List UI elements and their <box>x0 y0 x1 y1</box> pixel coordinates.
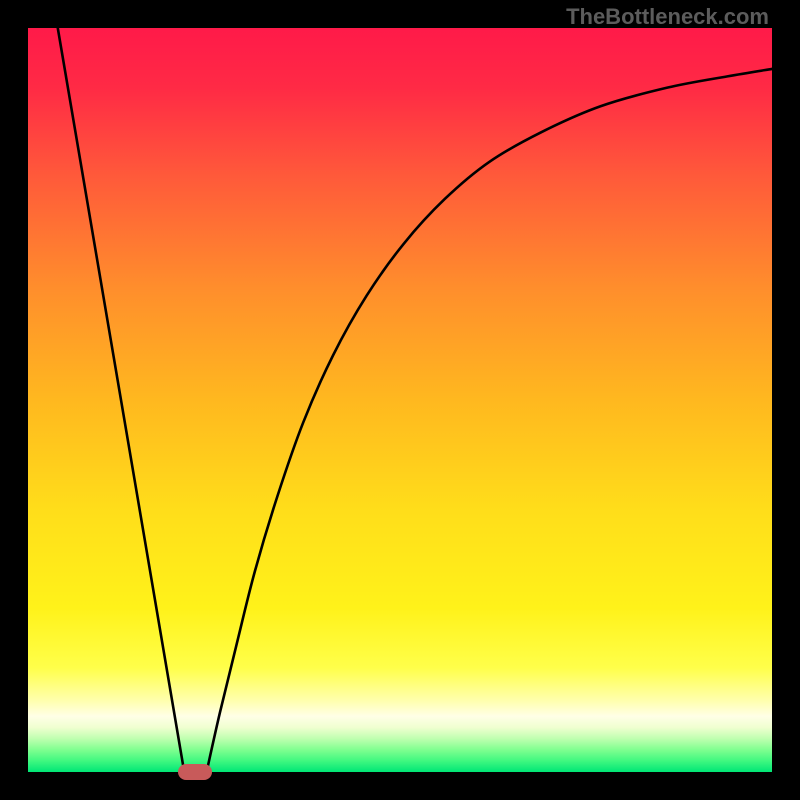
chart-frame: TheBottleneck.com <box>0 0 800 800</box>
optimal-marker <box>178 764 212 780</box>
left-branch <box>58 28 184 772</box>
bottleneck-curve <box>28 28 772 772</box>
plot-area <box>28 28 772 772</box>
right-branch <box>207 69 772 772</box>
watermark-text: TheBottleneck.com <box>566 4 769 30</box>
